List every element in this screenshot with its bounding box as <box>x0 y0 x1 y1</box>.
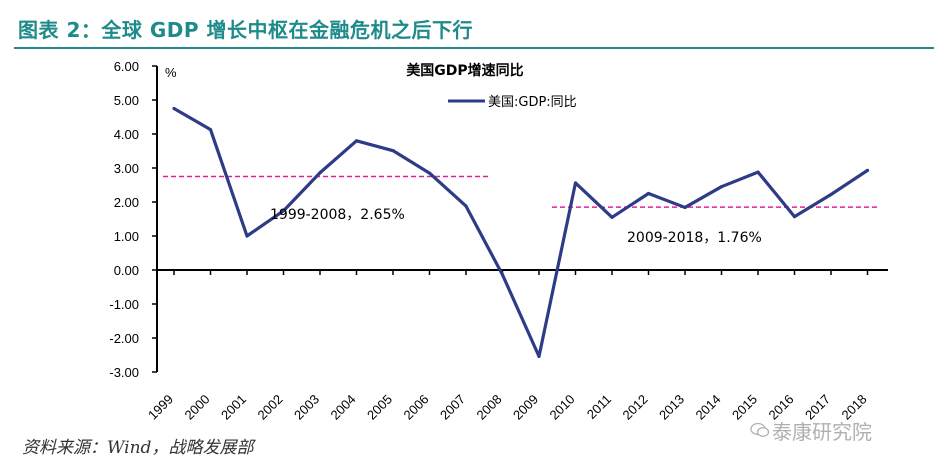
x-tick-label: 2008 <box>474 392 505 423</box>
x-tick-label: 2012 <box>620 392 651 423</box>
watermark: 泰康研究院 <box>772 420 872 444</box>
series-group <box>172 106 870 358</box>
reference-label-1999-2008: 1999-2008，2.65% <box>270 207 405 223</box>
x-tick-label: 2004 <box>328 392 359 423</box>
reference-label-2009-2018: 2009-2018，1.76% <box>627 230 762 246</box>
y-tick-label: 0.00 <box>114 263 139 278</box>
reference-lines <box>163 175 878 208</box>
figure-title: 图表 2：全球 GDP 增长中枢在金融危机之后下行 <box>18 18 473 42</box>
data-point <box>318 171 322 175</box>
series-line <box>173 107 869 358</box>
data-point <box>756 170 760 174</box>
data-point <box>172 106 176 111</box>
y-tick-label: -3.00 <box>109 365 139 380</box>
data-point <box>391 149 395 153</box>
x-tick-label: 2001 <box>218 392 249 423</box>
y-tick-label: -2.00 <box>109 331 139 346</box>
y-tick-label: 1.00 <box>114 229 139 244</box>
data-point <box>354 139 359 143</box>
data-point <box>245 234 249 238</box>
x-tick-label: 2006 <box>401 392 432 423</box>
data-point <box>719 185 724 189</box>
x-tick-label: 2003 <box>291 392 322 423</box>
data-point <box>829 192 833 197</box>
x-tick-label: 2010 <box>547 392 578 423</box>
x-tick-label: 2013 <box>656 392 687 423</box>
data-point <box>464 204 468 208</box>
x-tick-label: 2000 <box>182 392 213 423</box>
data-point <box>865 168 870 172</box>
title-divider <box>14 47 934 49</box>
data-point <box>427 171 432 175</box>
data-point <box>683 205 687 210</box>
x-tick-label: 2014 <box>693 392 724 423</box>
x-tick-label: 1999 <box>145 392 176 423</box>
x-tick-label: 2007 <box>437 392 468 423</box>
x-tick-label: 2009 <box>510 392 541 423</box>
data-point <box>792 215 797 219</box>
y-tick-label: 2.00 <box>114 195 139 210</box>
legend-label: 美国:GDP:同比 <box>488 95 577 110</box>
y-axis-unit-label: % <box>165 65 177 80</box>
data-point <box>537 354 541 358</box>
y-tick-label: 4.00 <box>114 127 139 142</box>
y-tick-label: 3.00 <box>114 161 139 176</box>
chart-title: 美国GDP增速同比 <box>406 62 523 79</box>
axes: 6.00 5.00 4.00 3.00 2.00 1.00 0.00 -1.00 -2.00 -3… <box>109 59 888 423</box>
source-note: 资料来源：Wind，战略发展部 <box>22 438 254 458</box>
data-point <box>646 191 651 196</box>
data-point <box>610 215 614 219</box>
x-tick-label: 2002 <box>255 392 286 423</box>
y-tick-label: 6.00 <box>114 59 139 74</box>
x-tick-label: 2005 <box>364 392 395 423</box>
x-tick-label: 2011 <box>584 392 614 422</box>
y-tick-label: 5.00 <box>114 93 139 108</box>
y-tick-label: -1.00 <box>109 297 139 312</box>
wechat-icon <box>750 422 770 437</box>
x-tick-label: 2015 <box>729 392 760 423</box>
data-point <box>500 273 505 277</box>
data-point <box>208 127 213 132</box>
data-point <box>281 209 286 213</box>
data-point <box>573 181 578 185</box>
